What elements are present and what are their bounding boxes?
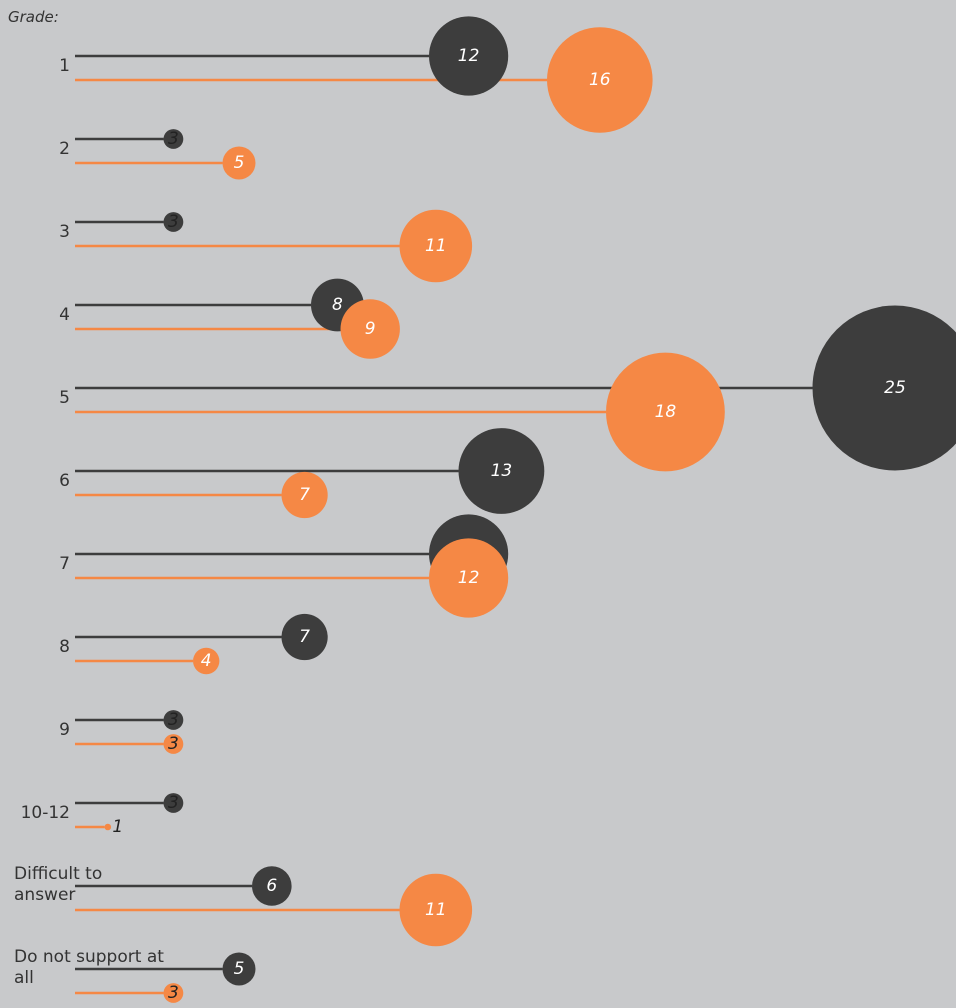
value-label: 5 — [234, 153, 245, 173]
bubble — [281, 471, 328, 519]
value-label: 13 — [491, 461, 513, 481]
category-label: 6 — [59, 471, 70, 491]
bubble — [812, 305, 956, 471]
value-label: 3 — [168, 129, 179, 149]
category-label: 7 — [59, 554, 70, 574]
value-label: 7 — [299, 627, 310, 647]
category-label: Difficult to answer — [14, 864, 103, 905]
bubble — [193, 647, 220, 675]
value-label: 4 — [201, 651, 212, 671]
category-label: 9 — [59, 720, 70, 740]
value-label: 3 — [168, 734, 179, 754]
bubble — [163, 983, 184, 1003]
value-label: 16 — [589, 70, 611, 90]
category-label: 5 — [59, 388, 70, 408]
bubble — [163, 212, 184, 232]
bubble — [399, 209, 473, 283]
bubble — [163, 793, 184, 813]
bubble — [163, 129, 184, 149]
bubble — [429, 538, 509, 618]
value-label: 3 — [168, 793, 179, 813]
value-label: 5 — [234, 959, 245, 979]
value-label: 1 — [112, 817, 123, 837]
value-label: 18 — [655, 402, 677, 422]
bubble — [429, 16, 509, 96]
bubble — [606, 352, 725, 472]
value-label: 25 — [884, 378, 906, 398]
bubble — [281, 613, 328, 661]
bubble — [163, 710, 184, 730]
category-label: 4 — [59, 305, 70, 325]
value-label: 7 — [299, 485, 310, 505]
bubble — [399, 873, 473, 947]
bubble — [222, 146, 256, 180]
value-label: 8 — [332, 295, 343, 315]
category-label: 3 — [59, 222, 70, 242]
value-label: 3 — [168, 710, 179, 730]
value-label: 11 — [425, 236, 447, 256]
value-label: 12 — [458, 46, 480, 66]
category-label: 8 — [59, 637, 70, 657]
value-label: 3 — [168, 983, 179, 1003]
category-label: 2 — [59, 139, 70, 159]
bubble — [458, 428, 545, 514]
value-label: 6 — [266, 876, 277, 896]
category-label: Do not support at all — [14, 947, 164, 988]
value-label: 11 — [425, 900, 447, 920]
value-label: 12 — [458, 568, 480, 588]
bubble — [163, 734, 184, 754]
category-label: 10-12 — [20, 803, 70, 823]
value-label: 9 — [365, 319, 376, 339]
bubble — [251, 866, 292, 906]
category-label: 1 — [59, 56, 70, 76]
bubble — [104, 823, 112, 831]
chart-title: Grade: — [8, 8, 59, 26]
bubble — [340, 299, 400, 359]
value-label: 3 — [168, 212, 179, 232]
bubble — [547, 27, 653, 133]
bubble — [222, 952, 256, 986]
